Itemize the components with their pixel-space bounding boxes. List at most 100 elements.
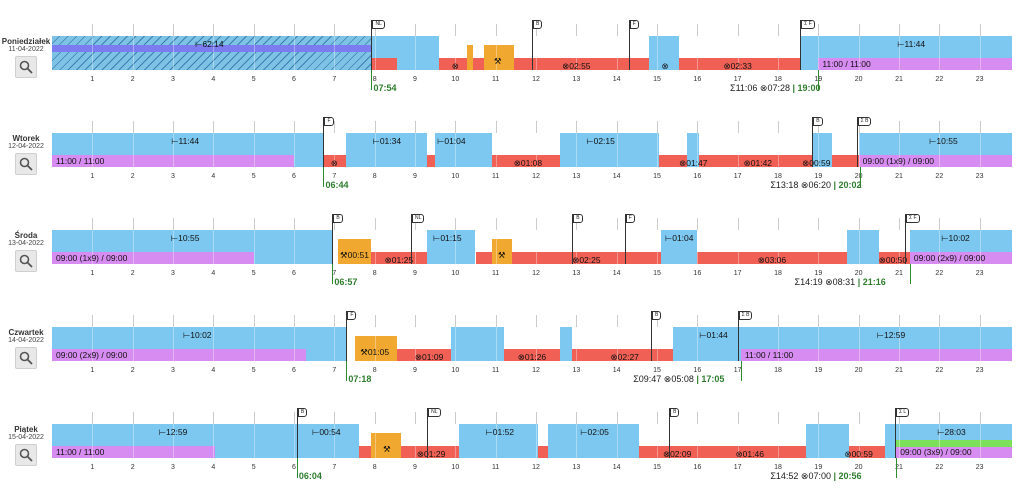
- hour-gridline: [657, 424, 658, 458]
- flag-pole: [371, 20, 373, 70]
- hour-tick-label: 15: [653, 76, 661, 83]
- rest-segment: [435, 133, 492, 167]
- drive-segment: [679, 58, 801, 70]
- segment-label: ⊢01:15: [432, 233, 462, 243]
- segment-label: ⚒: [382, 444, 391, 454]
- rest-period-text: 09:00 (3x9) / 09:00: [900, 447, 972, 457]
- hour-gridline-upper: [132, 24, 134, 36]
- daily-summary: Σ09:47 ⊗05:08 | 17:05: [633, 374, 724, 385]
- hour-tick-label: 20: [854, 173, 863, 180]
- hour-tick-label: 3: [171, 270, 175, 277]
- hour-gridline-upper: [979, 412, 981, 424]
- zoom-button[interactable]: [15, 250, 37, 272]
- drive-segment: [572, 349, 674, 361]
- hour-tick-label: 2: [130, 367, 135, 374]
- segment-label: ⊢12:59: [876, 330, 906, 340]
- summary-drive: ⊗08:31: [825, 277, 858, 287]
- hour-gridline: [132, 424, 134, 458]
- hour-gridline: [979, 36, 981, 70]
- zoom-button[interactable]: [15, 444, 37, 466]
- flag-marker: B: [651, 311, 662, 320]
- hour-gridline-upper: [818, 412, 820, 424]
- zoom-button[interactable]: [15, 153, 37, 175]
- summary-end-time: | 19:00: [792, 83, 821, 93]
- hour-gridline: [374, 424, 376, 458]
- rest-period-text: 11:00 / 11:00: [56, 447, 105, 457]
- day-label: Czwartek 14-04-2022: [0, 328, 52, 344]
- hour-tick-label: 2: [130, 464, 135, 471]
- hour-tick-label: 5: [251, 367, 256, 374]
- hour-gridline-upper: [737, 218, 739, 230]
- hour-gridline: [778, 327, 779, 361]
- hour-gridline-upper: [334, 218, 336, 230]
- hour-gridline-upper: [132, 121, 134, 133]
- rest-period-text: 09:00 (1x9) / 09:00: [862, 156, 935, 166]
- hour-gridline: [616, 230, 618, 264]
- flag-pole: [332, 214, 334, 264]
- rest-period-text: 11:00 / 11:00: [822, 59, 871, 69]
- hour-gridline-upper: [979, 24, 981, 36]
- hour-gridline-upper: [253, 315, 255, 327]
- segment-label: ⊢11:44: [897, 39, 926, 49]
- hour-gridline-upper: [294, 315, 295, 327]
- hour-gridline-upper: [374, 315, 376, 327]
- hour-gridline-upper: [818, 121, 820, 133]
- segment-label: ⊗02:33: [723, 61, 752, 70]
- segment-label: ⊗01:25: [384, 255, 414, 264]
- hour-tick-label: 8: [372, 367, 377, 374]
- magnifier-icon: [19, 254, 33, 268]
- zoom-button[interactable]: [15, 56, 37, 78]
- hour-tick-label: 5: [251, 76, 256, 83]
- flag-pole: [323, 117, 325, 167]
- hour-tick-label: 21: [895, 76, 903, 83]
- rest-segment: [812, 133, 833, 167]
- hour-tick-label: 14: [612, 464, 621, 471]
- hour-gridline: [253, 36, 255, 70]
- rest-segment: [346, 133, 428, 167]
- flag-marker: B: [813, 117, 823, 126]
- work-segment: [467, 45, 474, 70]
- hour-gridline: [173, 133, 174, 167]
- hour-tick-label: 3: [171, 76, 175, 83]
- drive-segment: [878, 252, 910, 264]
- hour-gridline-upper: [495, 24, 497, 36]
- hour-tick-label: 13: [572, 367, 581, 374]
- segment-label: ⊗00:59: [802, 158, 831, 167]
- hour-gridline-upper: [737, 412, 739, 424]
- hour-gridline: [92, 424, 94, 458]
- hour-gridline: [294, 230, 295, 264]
- hour-gridline-upper: [455, 412, 457, 424]
- zoom-button[interactable]: [15, 347, 37, 369]
- day-date: 11-04-2022: [8, 46, 44, 53]
- hour-tick-label: 5: [251, 464, 256, 471]
- avail-segment: [896, 446, 1012, 458]
- day-date: 15-04-2022: [8, 434, 44, 441]
- green-segment: [896, 440, 1012, 447]
- hour-gridline: [213, 133, 215, 167]
- hour-gridline: [858, 133, 860, 167]
- rest-period-text: 09:00 (1x9) / 09:00: [56, 253, 128, 263]
- shift-start-time: 06:04: [298, 471, 322, 481]
- hour-tick-label: 9: [413, 367, 417, 374]
- drive-segment: [511, 252, 662, 264]
- hour-gridline: [818, 424, 820, 458]
- timeline-bar: ⊢12:59 ⊢00:54 ⚒ ⊗01:29 ⊢01:52 ⊢02:05 ⊗02:09 ⊗01…: [52, 424, 1020, 458]
- flag-pole: [650, 311, 652, 361]
- hour-gridline: [616, 327, 618, 361]
- drive-segment: [513, 58, 649, 70]
- hour-gridline: [616, 36, 618, 70]
- rest-segment: [661, 230, 698, 264]
- hour-tick-label: 15: [653, 464, 661, 471]
- hour-tick-label: 20: [854, 464, 863, 471]
- summary-drive: ⊗07:00: [800, 471, 834, 481]
- segment-label: ⊗01:09: [414, 352, 444, 361]
- rest-segment: [687, 133, 700, 167]
- hour-tick-label: 22: [935, 173, 944, 180]
- day-name: Poniedziałek: [1, 37, 51, 46]
- flag-marker: Σ B: [738, 311, 753, 320]
- day-row: Poniedziałek 11-04-2022 ⊢62:14 ⊗ ⚒ ⊗02:55 ⊗ ⊗02…: [0, 0, 1024, 97]
- hour-gridline-upper: [495, 121, 497, 133]
- drive-segment: [323, 155, 347, 167]
- hatched-rest-segment: [52, 36, 372, 70]
- hour-gridline: [576, 424, 578, 458]
